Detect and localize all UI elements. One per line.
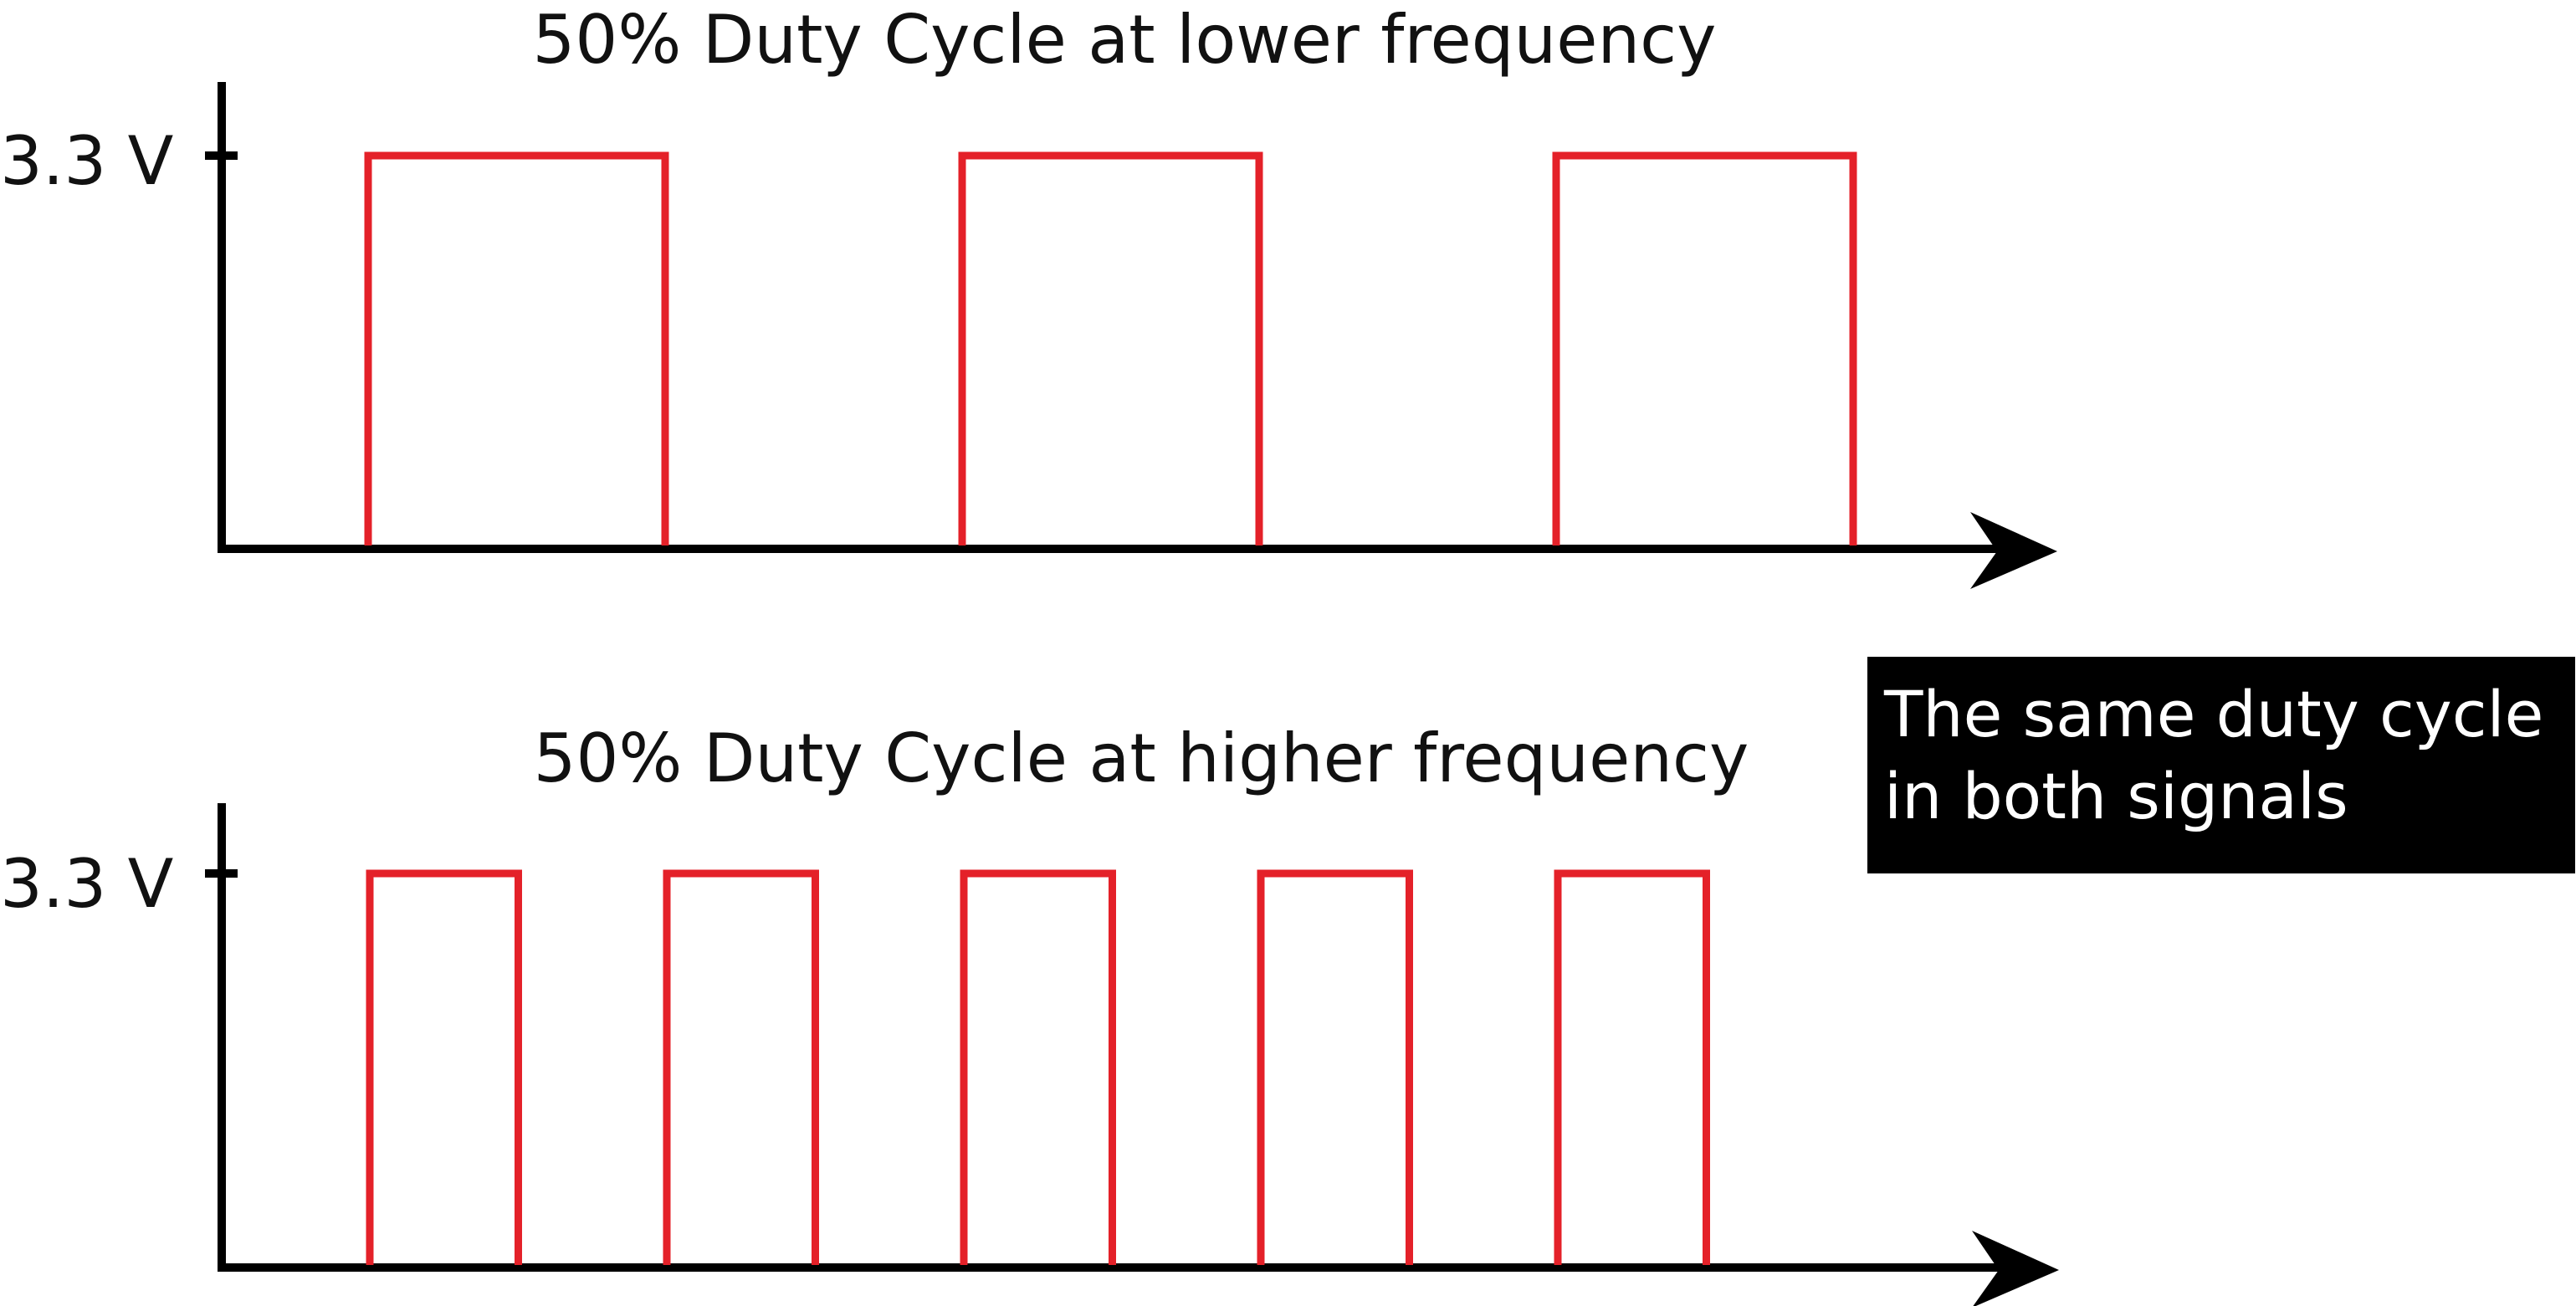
- x-axis-arrowhead-higher: [1972, 1231, 2059, 1306]
- chart-title-lower: 50% Duty Cycle at lower frequency: [533, 1, 1717, 79]
- callout-box: The same duty cycle in both signals: [1867, 657, 2575, 873]
- chart-higher-frequency: 50% Duty Cycle at higher frequency 3.3 V: [0, 720, 2059, 1306]
- x-axis-arrowhead-lower: [1970, 512, 2057, 589]
- pulse-lower-1: [364, 151, 669, 545]
- pulse-lower-2: [958, 151, 1263, 545]
- pulse-higher-4: [1257, 869, 1413, 1265]
- pulse-higher-2: [663, 869, 819, 1265]
- pulse-train-higher: [366, 869, 1710, 1265]
- pulse-train-lower: [364, 151, 1857, 545]
- y-tick-label-higher: 3.3 V: [0, 845, 174, 923]
- chart-lower-frequency: 50% Duty Cycle at lower frequency 3.3 V: [0, 1, 2057, 589]
- chart-title-higher: 50% Duty Cycle at higher frequency: [534, 720, 1749, 797]
- pulse-higher-5: [1554, 869, 1710, 1265]
- pulse-higher-1: [366, 869, 522, 1265]
- y-tick-label-lower: 3.3 V: [0, 122, 174, 200]
- pulse-lower-3: [1552, 151, 1857, 545]
- callout-text: The same duty cycle in both signals: [1884, 677, 2544, 833]
- pulse-higher-3: [960, 869, 1116, 1265]
